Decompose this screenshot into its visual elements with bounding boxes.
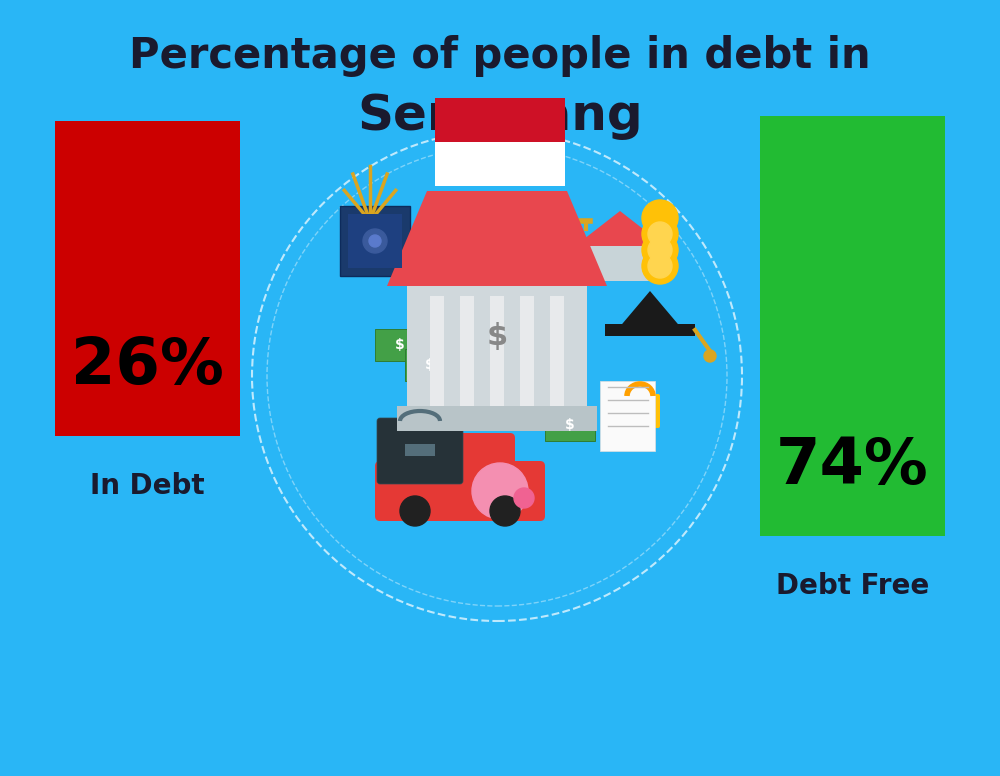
Text: Semarang: Semarang: [357, 92, 643, 140]
Polygon shape: [387, 191, 607, 286]
FancyBboxPatch shape: [55, 121, 240, 436]
FancyBboxPatch shape: [460, 296, 474, 406]
Circle shape: [704, 350, 716, 362]
FancyBboxPatch shape: [405, 349, 455, 381]
Text: 26%: 26%: [71, 335, 224, 397]
Polygon shape: [575, 211, 665, 246]
Polygon shape: [605, 324, 695, 336]
FancyBboxPatch shape: [430, 296, 444, 406]
Polygon shape: [612, 291, 688, 336]
Text: $: $: [425, 358, 435, 372]
Circle shape: [490, 496, 520, 526]
Text: $: $: [486, 321, 508, 351]
Circle shape: [642, 248, 678, 284]
Circle shape: [400, 496, 430, 526]
Text: 74%: 74%: [776, 435, 929, 497]
Text: Debt Free: Debt Free: [776, 572, 929, 600]
Text: $: $: [395, 338, 405, 352]
Circle shape: [269, 148, 725, 604]
Circle shape: [514, 488, 534, 508]
FancyBboxPatch shape: [405, 433, 515, 483]
FancyBboxPatch shape: [407, 286, 587, 406]
Circle shape: [648, 222, 672, 246]
FancyBboxPatch shape: [600, 381, 655, 451]
Circle shape: [648, 238, 672, 262]
FancyBboxPatch shape: [550, 296, 564, 406]
Text: In Debt: In Debt: [90, 472, 205, 500]
Text: $: $: [565, 418, 575, 432]
Circle shape: [642, 232, 678, 268]
Text: Percentage of people in debt in: Percentage of people in debt in: [129, 35, 871, 77]
Circle shape: [369, 235, 381, 247]
Circle shape: [472, 463, 528, 519]
Circle shape: [363, 229, 387, 253]
FancyBboxPatch shape: [490, 296, 504, 406]
Circle shape: [648, 254, 672, 278]
FancyBboxPatch shape: [340, 206, 410, 276]
FancyBboxPatch shape: [620, 394, 660, 428]
FancyBboxPatch shape: [588, 246, 652, 281]
FancyBboxPatch shape: [375, 329, 425, 361]
FancyBboxPatch shape: [377, 418, 463, 484]
FancyBboxPatch shape: [435, 98, 565, 142]
FancyBboxPatch shape: [397, 406, 597, 431]
FancyBboxPatch shape: [348, 214, 402, 268]
FancyBboxPatch shape: [545, 409, 595, 441]
FancyBboxPatch shape: [520, 296, 534, 406]
FancyBboxPatch shape: [375, 461, 545, 521]
FancyBboxPatch shape: [760, 116, 945, 536]
FancyBboxPatch shape: [435, 98, 565, 186]
Circle shape: [642, 216, 678, 252]
FancyBboxPatch shape: [405, 444, 435, 456]
Circle shape: [642, 200, 678, 236]
